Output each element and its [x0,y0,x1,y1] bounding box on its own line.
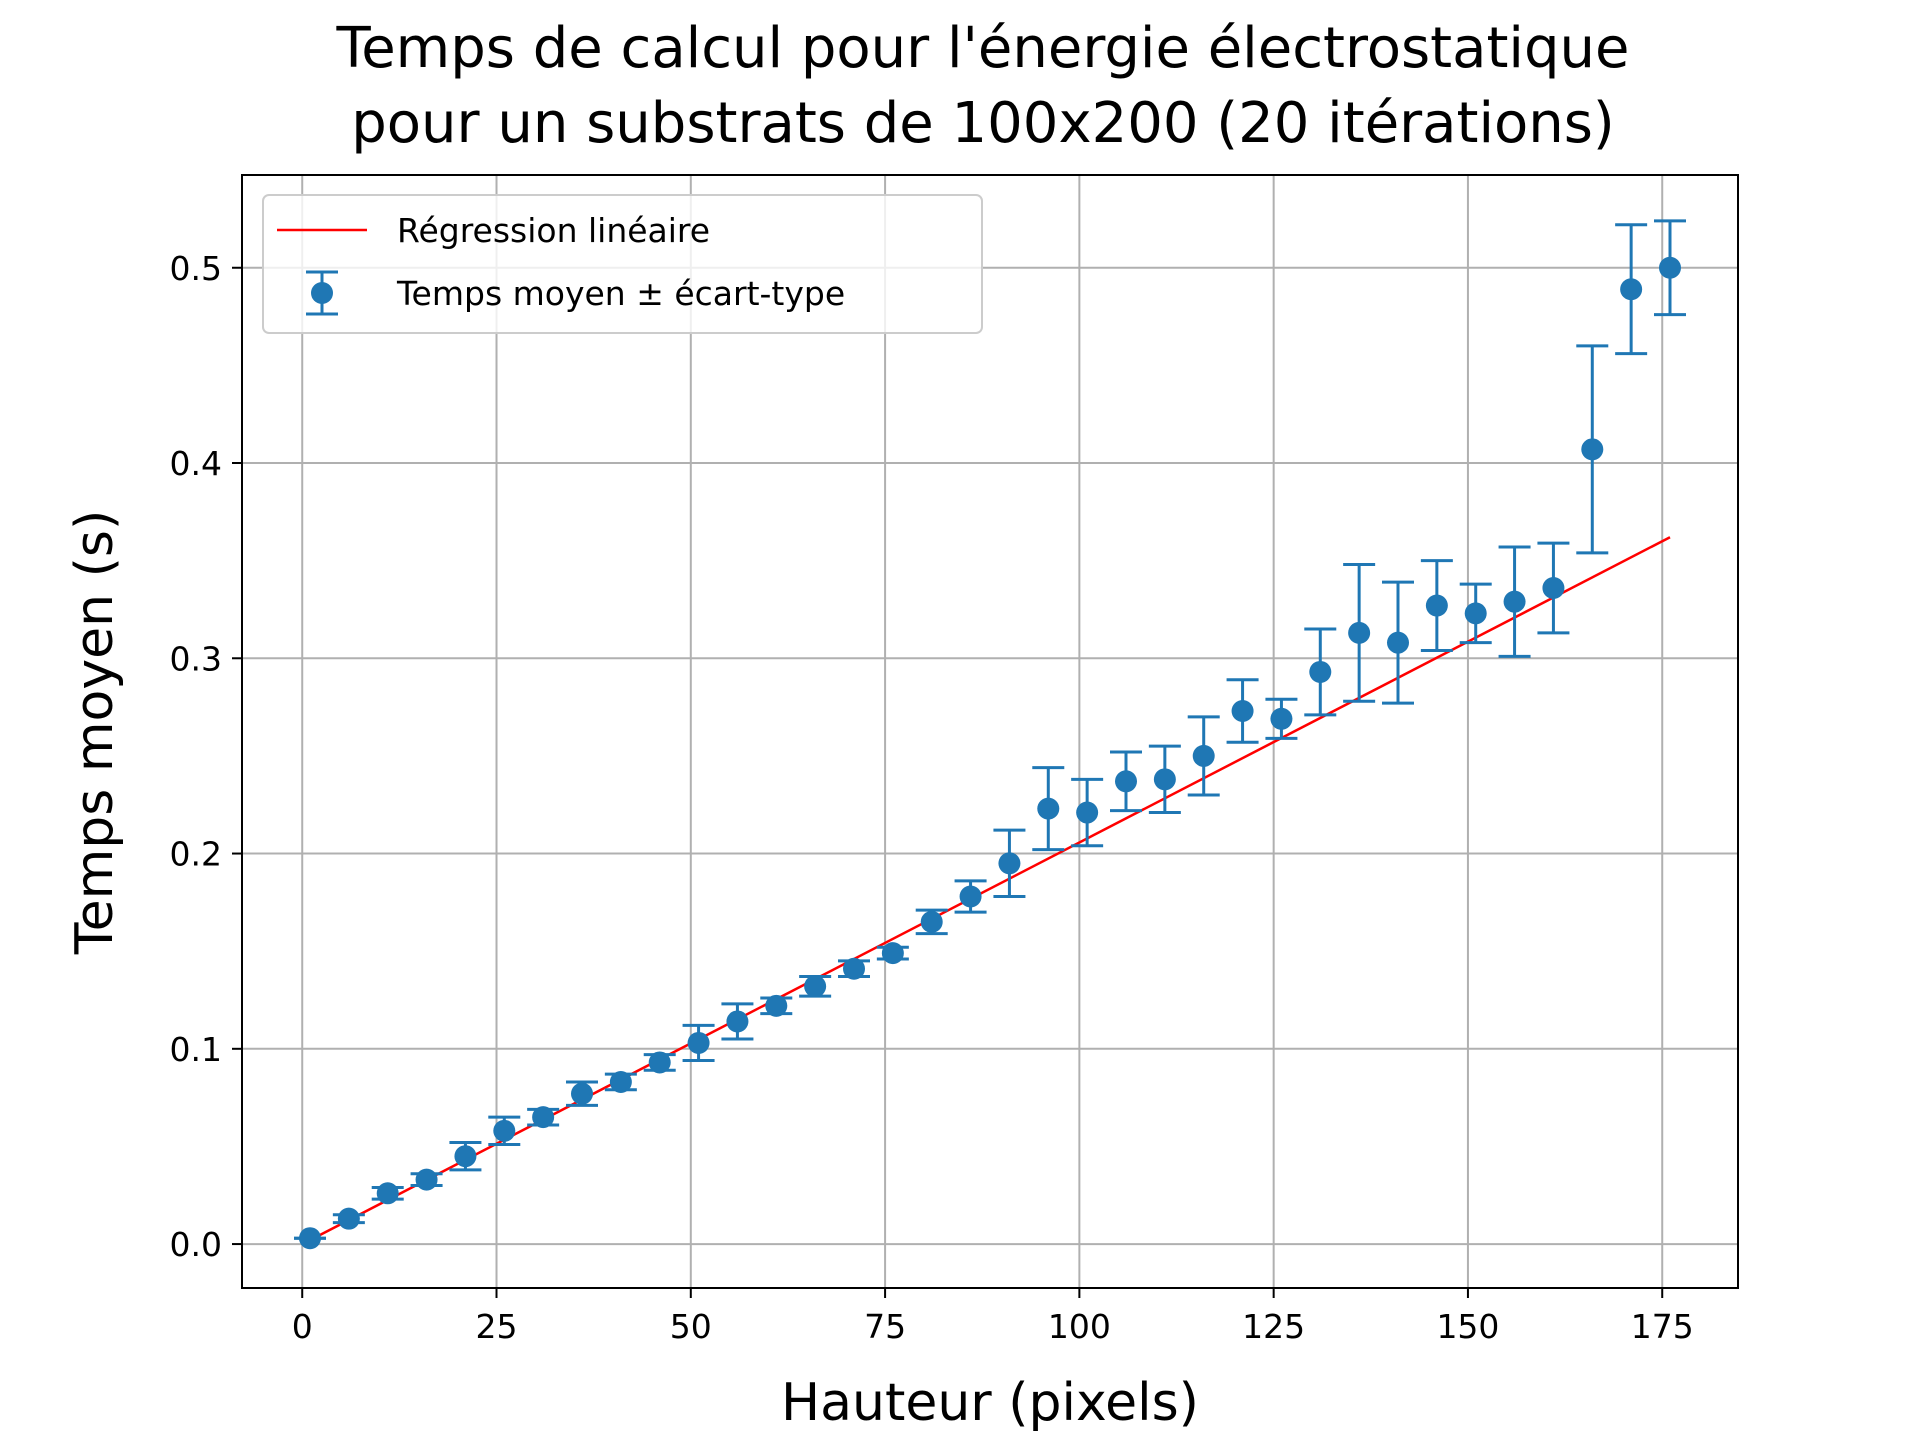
legend-label-mean-time: Temps moyen ± écart-type [396,274,845,313]
data-point [1542,576,1565,599]
data-point [1425,594,1448,617]
data-point [337,1207,360,1230]
data-point [1076,801,1099,824]
y-tick-label: 0.1 [170,1030,222,1069]
data-point [609,1070,632,1093]
legend-label-regression: Régression linéaire [397,211,710,250]
data-point [415,1168,438,1191]
data-point [920,910,943,933]
y-tick-label: 0.2 [170,835,222,874]
data-point [1115,770,1137,793]
data-point [1153,768,1176,791]
data-point [1270,707,1293,730]
x-tick-label: 0 [292,1307,313,1346]
y-axis-ticks: 0.0 0.1 0.2 0.3 0.4 0.5 [170,249,242,1264]
plot-frame [241,174,1739,1289]
data-point [998,852,1021,875]
x-tick-label: 75 [864,1307,906,1346]
chart-title-line-1: Temps de calcul pour l'énergie électrost… [336,16,1630,81]
data-point [1231,699,1254,722]
data-point [1037,797,1060,820]
data-point [959,885,982,908]
data-point [493,1119,516,1142]
data-point [376,1182,399,1205]
data-point [1387,631,1409,654]
data-point [881,942,904,965]
data-point [1309,660,1332,683]
x-tick-label: 100 [1048,1307,1111,1346]
y-tick-label: 0.3 [170,639,222,678]
data-point [1581,438,1604,461]
data-point [532,1106,555,1129]
data-point [843,957,865,980]
x-tick-label: 150 [1436,1307,1499,1346]
data-point [648,1051,671,1074]
x-tick-label: 175 [1631,1307,1694,1346]
legend-box [262,194,983,334]
data-point [299,1227,321,1250]
x-tick-label: 50 [670,1307,712,1346]
data-point [765,994,788,1017]
data-point [1503,590,1526,613]
y-tick-label: 0.5 [170,249,222,288]
y-tick-label: 0.4 [170,444,222,483]
data-point [1464,602,1487,625]
y-axis-label: Temps moyen (s) [65,510,125,956]
data-point [1348,621,1371,644]
data-point [454,1145,477,1168]
data-point [1192,744,1215,767]
data-point [571,1082,593,1105]
y-tick-label: 0.0 [170,1225,222,1264]
data-point [1620,278,1643,301]
x-tick-label: 25 [476,1307,518,1346]
x-axis-ticks: 0 25 50 75 100 125 150 175 [292,1288,1694,1346]
x-tick-label: 125 [1242,1307,1305,1346]
chart-title-line-2: pour un substrats de 100x200 (20 itérati… [351,91,1615,156]
data-point [726,1010,749,1033]
grid [242,175,1738,1288]
x-axis-label: Hauteur (pixels) [781,1373,1199,1433]
data-point [687,1031,710,1054]
legend-errorbar-swatch [306,270,338,316]
legend: Régression linéaire Temps moyen ± écart-… [262,194,983,334]
data-point-group [299,256,1681,1250]
data-point [804,975,827,998]
data-point [1659,256,1681,279]
